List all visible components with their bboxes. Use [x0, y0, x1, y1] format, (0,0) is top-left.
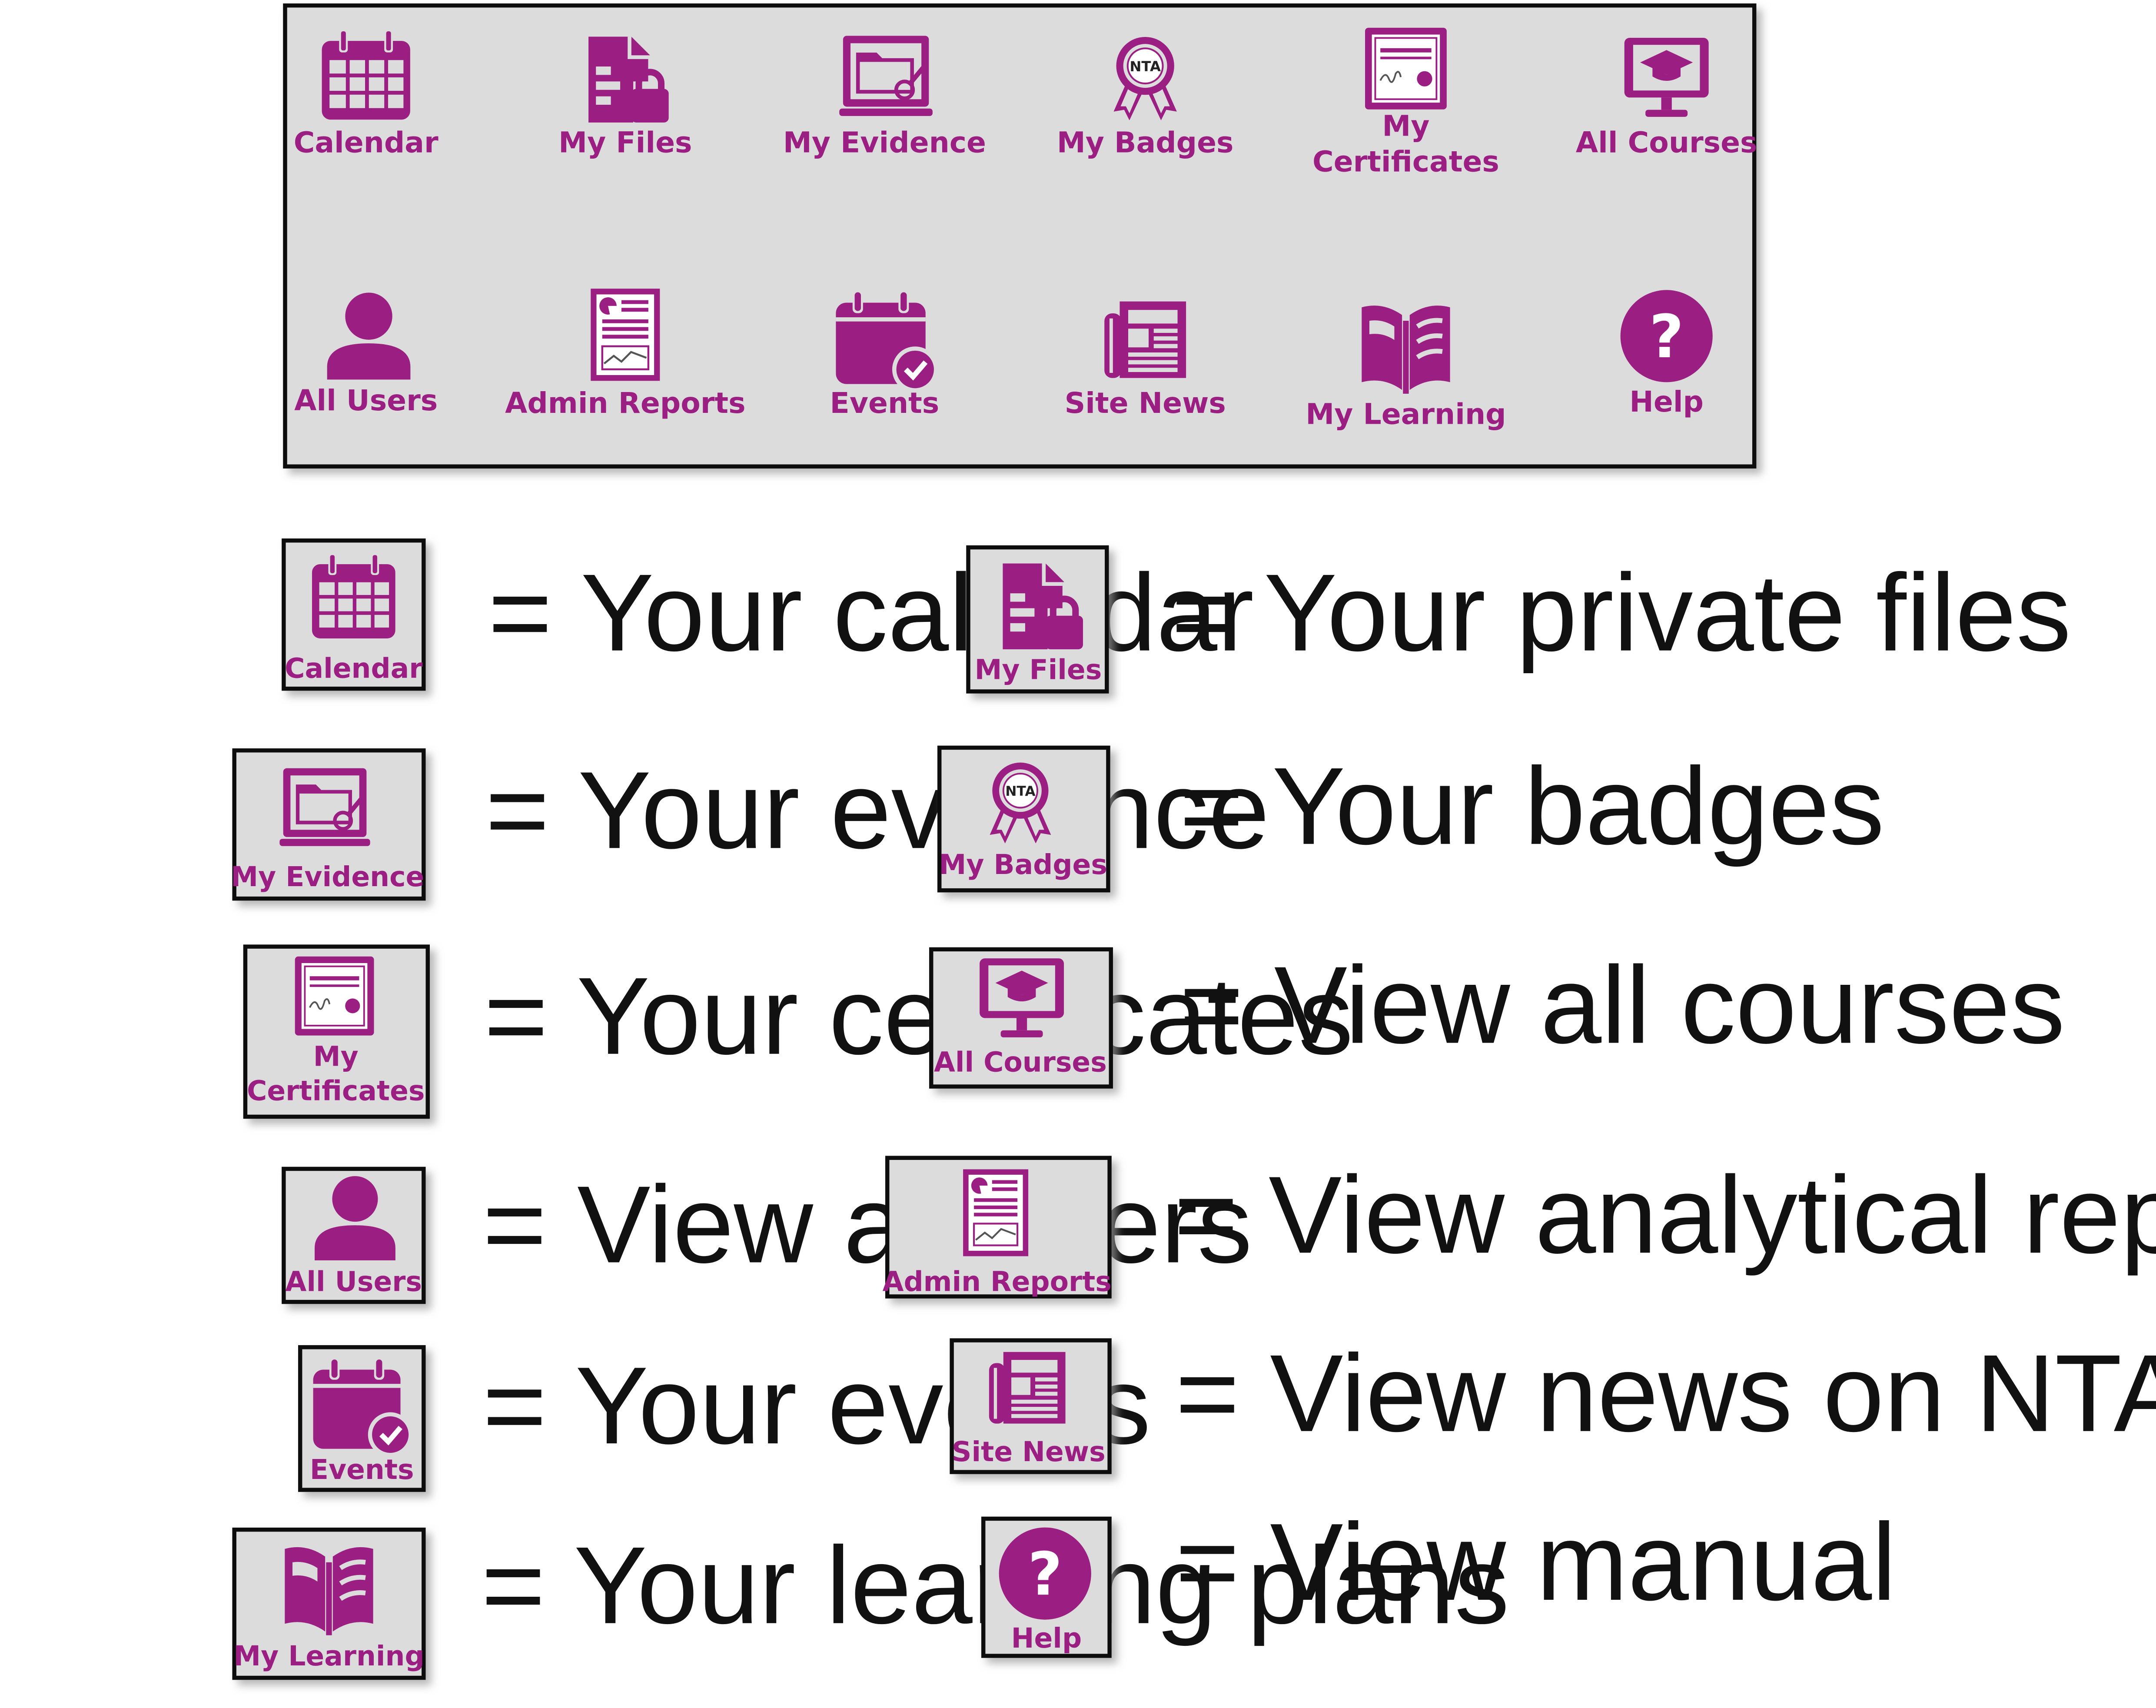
menu-item-my-badges[interactable]: My Badges: [1057, 37, 1234, 159]
legend-tile-label: Events: [310, 1453, 414, 1485]
legend-description: = View news on NTA website: [1176, 1332, 2156, 1455]
legend-tile-label: My Evidence: [231, 861, 424, 893]
menu-item-my-evidence[interactable]: My Evidence: [783, 36, 986, 159]
legend-tile-all-courses[interactable]: All Courses: [929, 947, 1113, 1089]
legend-description: = View all users: [483, 1163, 1252, 1286]
legend-tile-my-files[interactable]: My Files: [966, 545, 1109, 694]
legend-tile-my-learning[interactable]: My Learning: [232, 1527, 426, 1680]
legend-tile-my-badges[interactable]: My Badges: [937, 745, 1110, 893]
calendar-icon: [312, 553, 395, 638]
help-icon: [999, 1527, 1091, 1620]
legend-row-all-users: All Users = View all users: [282, 1163, 1252, 1304]
legend-tile-label: All Courses: [934, 1046, 1107, 1078]
certificate-icon: [1365, 28, 1447, 110]
legend-row-my-evidence: My Evidence = Your evidence: [231, 748, 1269, 901]
legend-description: = View analytical reports: [1174, 1153, 2156, 1276]
menu-item-label: Calendar: [294, 125, 439, 159]
menu-item-my-certificates[interactable]: My Certificates: [1312, 28, 1499, 179]
legend-tile-label: All Users: [286, 1265, 422, 1297]
legend-tile-label: My Learning: [233, 1640, 424, 1672]
menu-item-all-courses[interactable]: All Courses: [1576, 37, 1757, 159]
menu-item-label: My Learning: [1306, 397, 1506, 431]
legend-tile-admin-reports[interactable]: Admin Reports: [883, 1156, 1112, 1299]
menu-item-label: Events: [830, 386, 940, 420]
menu-item-label: All Users: [294, 383, 438, 417]
legend-tile-label: My Files: [975, 654, 1102, 686]
legend-tile-label: My Badges: [939, 848, 1107, 881]
menu-item-label: My Evidence: [783, 125, 986, 159]
menu-item-label: Help: [1629, 385, 1704, 419]
report-icon: [963, 1169, 1028, 1256]
menu-item-label: Site News: [1065, 386, 1226, 420]
legend-description: = Your certificates: [484, 954, 1353, 1077]
legend-tile-label: My Certificates: [247, 1040, 425, 1107]
calendar-icon: [322, 29, 410, 120]
legend-row-my-certificates: My Certificates = Your certificates: [243, 944, 1353, 1119]
legend-row-my-badges: My Badges = Your badges: [937, 744, 1884, 893]
legend-row-site-news: Site News = View news on NTA website: [950, 1332, 2156, 1474]
legend-tile-calendar[interactable]: Calendar: [282, 538, 426, 691]
menu-panel: [283, 3, 1757, 469]
legend-description: = Your private files: [1171, 551, 2071, 674]
legend-tile-help[interactable]: Help: [981, 1516, 1112, 1658]
menu-item-label: My Badges: [1057, 125, 1234, 159]
menu-item-label: My Certificates: [1312, 109, 1499, 179]
menu-item-events[interactable]: Events: [830, 290, 940, 420]
menu-item-my-learning[interactable]: My Learning: [1306, 306, 1506, 431]
menu-item-label: All Courses: [1576, 125, 1757, 159]
menu-item-label: Admin Reports: [505, 386, 745, 420]
legend-description: = View manual: [1176, 1500, 1897, 1623]
legend-tile-label: Admin Reports: [883, 1265, 1112, 1297]
menu-item-all-users[interactable]: All Users: [294, 292, 438, 417]
legend-tile-label: Help: [1011, 1622, 1082, 1654]
legend-description: = Your badges: [1179, 744, 1884, 867]
legend-tile-label: Site News: [952, 1436, 1106, 1468]
menu-item-site-news[interactable]: Site News: [1065, 301, 1226, 420]
legend-row-my-files: My Files = Your private files: [966, 545, 2071, 694]
legend-row-help: Help = View manual: [981, 1500, 1897, 1658]
legend-row-calendar: Calendar = Your calendar: [282, 538, 1254, 691]
legend-tile-site-news[interactable]: Site News: [950, 1338, 1112, 1474]
evidence-folder-icon: [279, 768, 370, 846]
legend-description: = View all courses: [1179, 943, 2065, 1066]
legend-tile-events[interactable]: Events: [298, 1345, 426, 1492]
legend-tile-all-users[interactable]: All Users: [282, 1166, 426, 1304]
menu-item-help[interactable]: Help: [1620, 290, 1713, 419]
menu-item-calendar[interactable]: Calendar: [294, 29, 439, 160]
certificate-icon: [295, 957, 374, 1036]
legend-tile-my-certificates[interactable]: My Certificates: [243, 944, 430, 1119]
help-icon: [1620, 290, 1713, 382]
evidence-folder-icon: [839, 36, 933, 116]
legend-description: = Your calendar: [488, 551, 1254, 674]
report-icon: [591, 289, 660, 381]
legend-tile-my-evidence[interactable]: My Evidence: [231, 748, 426, 901]
menu-item-admin-reports[interactable]: Admin Reports: [505, 289, 746, 420]
menu-item-label: My Files: [558, 125, 692, 159]
legend-row-admin-reports: Admin Reports = View analytical reports: [883, 1153, 2156, 1299]
legend-tile-label: Calendar: [285, 652, 422, 684]
legend-description: = Your evidence: [485, 748, 1269, 871]
legend-row-all-courses: All Courses = View all courses: [929, 943, 2065, 1089]
menu-item-my-files[interactable]: My Files: [558, 37, 692, 159]
